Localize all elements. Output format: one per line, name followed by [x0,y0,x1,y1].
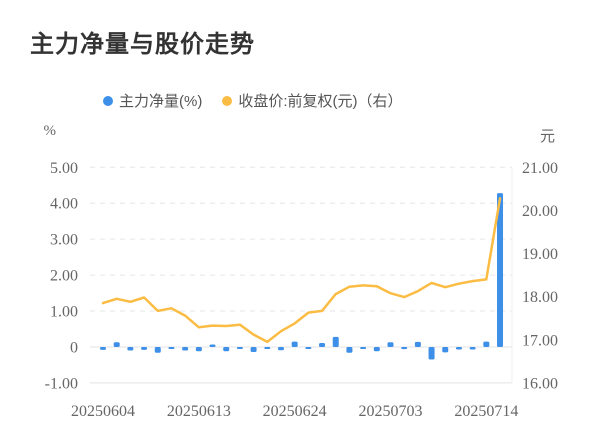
volume-bar [401,346,408,350]
volume-bar [141,346,148,350]
x-tick-label: 20250624 [263,403,327,420]
legend-dot-yellow-icon [222,95,233,106]
volume-bar [428,346,435,360]
volume-bar [127,346,134,351]
legend-item-close-price[interactable]: 收盘价:前复权(元)（右） [222,90,403,111]
volume-bar [373,346,380,352]
x-tick-label: 20250613 [167,403,231,420]
legend-item-main-net-volume[interactable]: 主力净量(%) [103,90,202,111]
left-tick-label: 2.00 [50,268,78,285]
volume-bar [346,346,353,353]
volume-bar [182,346,189,351]
right-axis-unit: 元 [540,128,556,145]
right-tick-label: 16.00 [522,375,558,392]
legend-label: 收盘价:前复权(元)（右） [238,93,403,110]
left-tick-label: 4.00 [50,196,78,213]
volume-bar [154,346,161,353]
legend: 主力净量(%) 收盘价:前复权(元)（右） [103,90,403,111]
right-tick-label: 18.00 [522,289,558,306]
left-tick-label: 5.00 [50,160,78,177]
volume-bar [332,336,339,347]
right-tick-label: 17.00 [522,332,558,349]
volume-bar [223,346,230,352]
volume-bar [414,341,421,347]
volume-bar [483,341,490,347]
volume-bar [291,341,298,347]
volume-bar [387,342,394,347]
volume-bar [113,342,120,347]
volume-bar [319,343,326,347]
price-line [101,197,502,344]
volume-bar [277,346,284,351]
volume-bar [209,344,216,347]
volume-bar [497,193,504,347]
x-tick-label: 20250703 [358,403,422,420]
volume-bar [168,346,175,349]
legend-label: 主力净量(%) [119,93,203,110]
volume-bar [442,346,449,353]
volume-bar [264,346,271,349]
x-tick-label: 20250714 [454,403,518,420]
volume-bar [360,346,367,349]
left-axis-unit: % [43,123,57,139]
volume-bar [100,346,106,350]
volume-bar [195,346,202,352]
volume-bar [305,346,312,349]
legend-dot-blue-icon [103,95,113,106]
left-tick-label: 3.00 [50,232,78,249]
x-tick-label: 20250604 [71,403,135,420]
right-tick-label: 19.00 [522,246,558,263]
left-tick-label: 0 [70,339,78,356]
right-tick-label: 21.00 [522,160,558,177]
left-tick-label: 1.00 [50,304,78,321]
volume-bar [250,346,257,352]
left-tick-label: -1.00 [45,375,78,392]
volume-bar [469,346,476,350]
volume-bar [236,346,243,349]
chart-title: 主力净量与股价走势 [30,31,255,58]
volume-bar [455,346,462,350]
right-tick-label: 20.00 [522,203,558,220]
